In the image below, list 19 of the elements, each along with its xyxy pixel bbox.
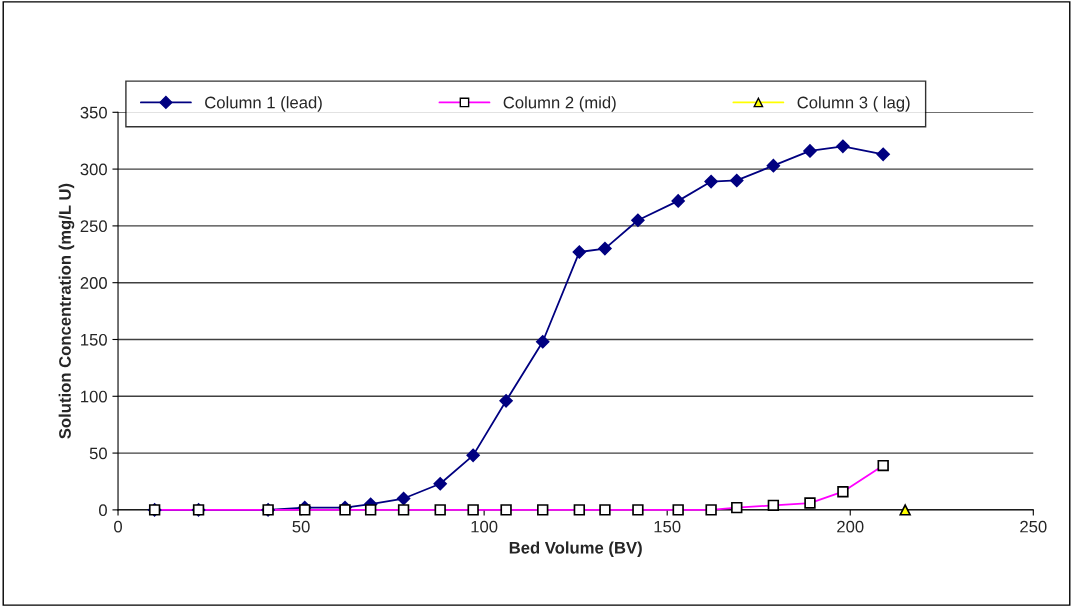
- legend-label: Column 2 (mid): [503, 96, 616, 112]
- y-tick-label: 150: [81, 333, 107, 346]
- y-tick-label: 100: [81, 390, 107, 403]
- y-tick-label: 200: [80, 277, 107, 289]
- y-tick-label: 50: [89, 447, 107, 460]
- legend-label: Column 3 ( lag): [797, 96, 910, 112]
- x-tick-label: 100: [471, 520, 498, 533]
- y-tick-label: 0: [99, 504, 107, 517]
- y-axis-title: Solution Concentration (mg/L U): [58, 183, 75, 439]
- legend-label: Column 1 (lead): [205, 96, 322, 112]
- x-tick-label: 50: [292, 520, 310, 533]
- y-tick-label: 300: [80, 163, 107, 176]
- x-tick-label: 200: [837, 520, 864, 533]
- x-tick-label: 150: [654, 520, 681, 533]
- x-tick-label: 250: [1020, 520, 1047, 533]
- y-tick-label: 350: [80, 106, 107, 119]
- x-axis-title: Bed Volume (BV): [509, 541, 642, 557]
- x-tick-label: 0: [114, 520, 123, 533]
- y-tick-label: 250: [80, 220, 107, 233]
